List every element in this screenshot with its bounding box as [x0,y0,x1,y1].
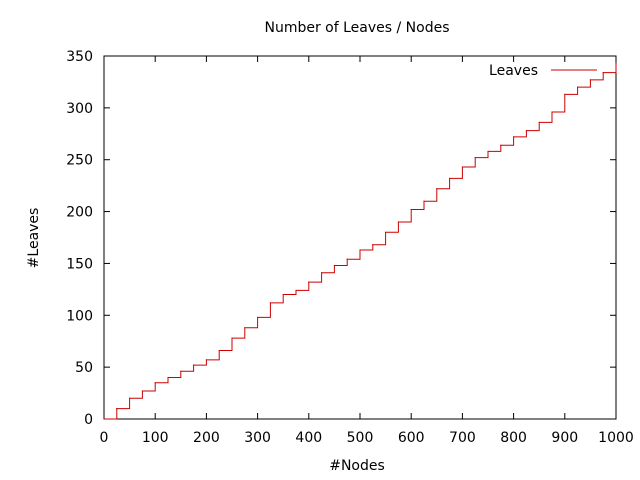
legend-label-leaves: Leaves [489,63,538,79]
x-tick-label: 300 [244,430,271,446]
data-point-leaves [141,390,143,392]
data-point-leaves [244,327,246,329]
y-axis-label: #Leaves [26,208,42,269]
data-point-leaves [372,244,374,246]
data-point-leaves [538,121,540,123]
data-point-leaves [525,130,528,132]
data-point-leaves [205,359,207,361]
y-tick-label: 200 [66,205,93,221]
chart-title: Number of Leaves / Nodes [264,20,449,36]
data-point-leaves [385,231,387,233]
data-point-leaves [333,264,335,267]
data-point-leaves [615,62,617,64]
data-point-leaves [231,337,233,339]
x-axis-ticks: 0 100 200 300 400 500 600 700 800 900 1000 [100,56,634,446]
legend: Leaves [489,63,597,79]
data-point-leaves [577,86,579,88]
series-line-leaves [104,63,617,420]
data-point-leaves [129,397,131,399]
y-axis-ticks: 0 50 100 150 200 250 300 350 [66,49,616,428]
x-tick-label: 700 [449,430,476,446]
y-tick-label: 350 [66,49,93,65]
data-point-leaves [564,93,566,95]
data-point-leaves [589,79,592,81]
data-point-leaves [346,258,348,260]
x-tick-label: 200 [193,430,220,446]
data-point-leaves [474,157,476,159]
x-tick-label: 500 [347,430,374,446]
y-tick-label: 300 [66,101,93,117]
data-point-leaves [410,208,412,211]
data-point-leaves [218,349,220,352]
data-point-leaves [193,364,195,366]
x-tick-label: 0 [100,430,109,446]
data-point-leaves [551,111,553,113]
data-point-leaves [487,150,489,153]
data-point-leaves [308,281,310,283]
y-tick-label: 250 [66,153,93,169]
data-point-leaves [500,144,502,146]
data-point-leaves [257,316,259,318]
y-tick-label: 150 [66,256,93,272]
data-point-leaves [295,289,297,291]
x-tick-label: 800 [500,430,527,446]
y-tick-label: 100 [66,308,93,324]
data-point-leaves [269,302,271,304]
x-tick-label: 600 [398,430,425,446]
data-point-leaves [436,188,438,190]
x-tick-label: 100 [142,430,169,446]
data-point-leaves [513,136,515,138]
data-point-leaves [461,166,463,168]
data-point-leaves [154,382,156,384]
y-tick-label: 50 [75,360,93,376]
data-point-leaves [103,418,105,420]
plot-frame [103,55,617,420]
x-tick-label: 900 [551,430,578,446]
data-point-leaves [180,370,182,372]
data-point-leaves [397,221,399,223]
data-point-leaves [321,272,323,274]
data-point-leaves [167,376,169,379]
series-layer [103,62,617,420]
y-tick-label: 0 [84,412,93,428]
data-point-leaves [116,408,118,410]
x-axis-label: #Nodes [329,458,385,474]
data-point-leaves [282,293,284,296]
x-tick-label: 1000 [598,430,634,446]
x-tick-label: 400 [295,430,322,446]
data-point-leaves [449,177,451,179]
data-point-leaves [423,200,425,202]
data-point-leaves [602,71,604,74]
data-point-leaves [359,249,361,251]
